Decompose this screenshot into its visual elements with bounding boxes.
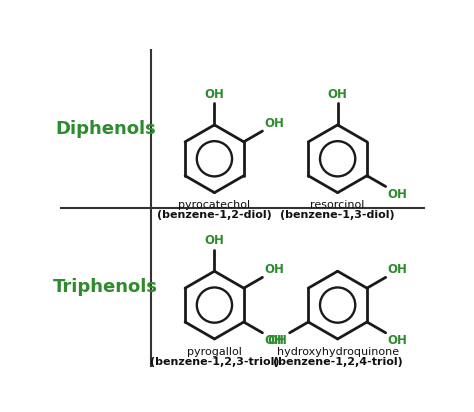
Text: (benzene-1,2-diol): (benzene-1,2-diol): [157, 211, 272, 220]
Text: pyrogallol: pyrogallol: [187, 346, 242, 357]
Text: hydroxyhydroquinone: hydroxyhydroquinone: [276, 346, 399, 357]
Text: OH: OH: [264, 117, 284, 130]
Text: pyrocatechol: pyrocatechol: [178, 200, 250, 211]
Text: (benzene-1,3-diol): (benzene-1,3-diol): [280, 211, 395, 220]
Text: OH: OH: [264, 334, 284, 347]
Text: OH: OH: [264, 263, 284, 276]
Text: OH: OH: [204, 88, 224, 101]
Text: OH: OH: [268, 334, 288, 347]
Text: Diphenols: Diphenols: [55, 120, 156, 138]
Text: OH: OH: [388, 334, 408, 347]
Text: OH: OH: [388, 187, 408, 201]
Text: resorcinol: resorcinol: [310, 200, 365, 211]
Text: OH: OH: [388, 263, 408, 276]
Text: (benzene-1,2,3-triol): (benzene-1,2,3-triol): [150, 357, 279, 367]
Text: (benzene-1,2,4-triol): (benzene-1,2,4-triol): [273, 357, 402, 367]
Text: OH: OH: [328, 88, 347, 101]
Text: Triphenols: Triphenols: [54, 279, 158, 296]
Text: OH: OH: [204, 234, 224, 247]
